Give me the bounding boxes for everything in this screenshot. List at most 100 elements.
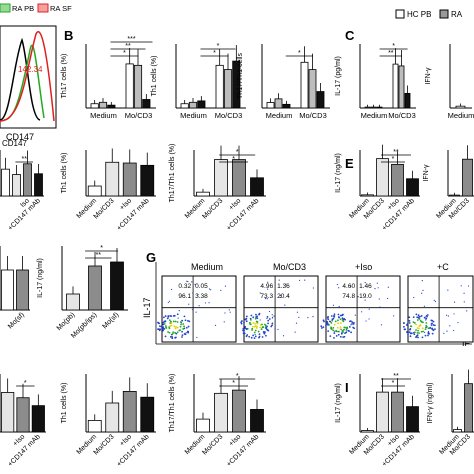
- flow-event: [312, 287, 314, 289]
- chart-f2: IL-17 (ng/ml)Mo(pb)Mo(pb/ips) Mo(sf)***: [37, 245, 128, 340]
- flow-event: [402, 322, 405, 324]
- flow-event: [255, 313, 257, 316]
- flow-event: [258, 312, 261, 315]
- flow-event: [417, 314, 420, 317]
- quadrant-value-ur: 1.36: [277, 283, 290, 290]
- flow-event: [327, 330, 330, 333]
- flow-event: [378, 298, 380, 300]
- flow-event: [336, 283, 338, 286]
- flow-event: [243, 329, 245, 332]
- flow-event: [387, 286, 389, 288]
- flow-event: [249, 323, 252, 326]
- flow-event: [258, 336, 260, 339]
- flow-event: [326, 322, 329, 325]
- tick-label: Mo/CD3: [388, 111, 416, 120]
- flow-event: [265, 326, 268, 329]
- flow-event: [188, 320, 191, 323]
- flow-event: [361, 311, 363, 313]
- flow-event: [427, 334, 429, 337]
- flow-event: [171, 332, 174, 335]
- flow-event: [423, 331, 426, 333]
- flow-event: [460, 285, 462, 287]
- flow-column-title: Medium: [191, 262, 223, 272]
- flow-event: [271, 314, 273, 316]
- flow-event: [420, 330, 423, 333]
- flow-event: [332, 304, 335, 306]
- flow-event: [172, 331, 175, 334]
- flow-event: [295, 322, 298, 324]
- significance-label: **: [96, 252, 102, 259]
- y-axis-label: Th1 cells (%): [61, 153, 68, 194]
- flow-event: [162, 323, 165, 326]
- chart-b3: Th17/Th1 cells Medium Mo/CD3 *: [237, 44, 330, 120]
- flow-event: [424, 334, 427, 337]
- bar: [105, 402, 120, 433]
- bar: [250, 409, 264, 433]
- flow-event: [453, 313, 455, 315]
- significance-label: *: [392, 380, 395, 387]
- bar: [110, 261, 124, 311]
- bar: [361, 194, 374, 197]
- flow-event: [416, 319, 419, 321]
- bar: [98, 101, 108, 109]
- flow-event: [248, 335, 251, 338]
- flow-event: [249, 318, 252, 321]
- flow-event: [335, 329, 338, 332]
- bar: [125, 63, 134, 109]
- flow-event: [160, 325, 163, 328]
- bar: [214, 159, 228, 197]
- flow-event: [346, 327, 349, 330]
- flow-event: [261, 323, 263, 326]
- flow-event: [434, 300, 437, 303]
- tick-label: +Iso: [119, 197, 134, 212]
- flow-event: [254, 322, 257, 325]
- tick-label: Medium: [266, 111, 293, 120]
- flow-event: [453, 329, 455, 332]
- flow-event: [266, 316, 269, 318]
- bar: [188, 101, 198, 109]
- bar: [16, 269, 29, 311]
- flow-event: [353, 321, 355, 324]
- flow-event: [167, 331, 169, 333]
- flow-event: [349, 320, 352, 323]
- y-axis-label: IL-17 (ng/ml): [335, 153, 342, 193]
- tick-label: Medium: [180, 111, 207, 120]
- flow-event: [255, 326, 258, 329]
- flow-event: [223, 321, 225, 323]
- bar: [88, 265, 102, 311]
- tick-label: +Iso: [228, 197, 243, 212]
- flow-plot-frame: [161, 275, 237, 343]
- flow-event: [159, 325, 161, 328]
- flow-event: [260, 328, 263, 331]
- flow-event: [337, 322, 339, 325]
- flow-event: [267, 319, 270, 322]
- flow-event: [258, 333, 261, 336]
- bar: [223, 69, 233, 109]
- flow-event: [263, 332, 266, 335]
- flow-event: [178, 329, 181, 332]
- chart-f1: Mo(sf): [0, 246, 30, 330]
- flow-event: [307, 317, 309, 319]
- flow-event: [425, 319, 427, 321]
- flow-event: [175, 336, 177, 339]
- flow-event: [331, 319, 334, 322]
- flow-event: [159, 328, 162, 331]
- flow-event: [252, 316, 255, 319]
- flow-event: [254, 335, 257, 338]
- flow-event: [467, 285, 470, 287]
- significance-label: *: [232, 156, 235, 163]
- flow-event: [427, 327, 430, 330]
- flow-event: [268, 310, 271, 313]
- flow-event: [425, 314, 428, 317]
- flow-event: [421, 327, 424, 330]
- flow-event: [253, 331, 256, 334]
- bar: [122, 390, 137, 433]
- flow-event: [332, 315, 335, 317]
- flow-event: [176, 331, 179, 334]
- flow-event: [393, 315, 395, 317]
- y-axis-label: Th17 cells (%): [61, 54, 68, 99]
- flow-event: [192, 292, 194, 294]
- flow-event: [242, 327, 245, 330]
